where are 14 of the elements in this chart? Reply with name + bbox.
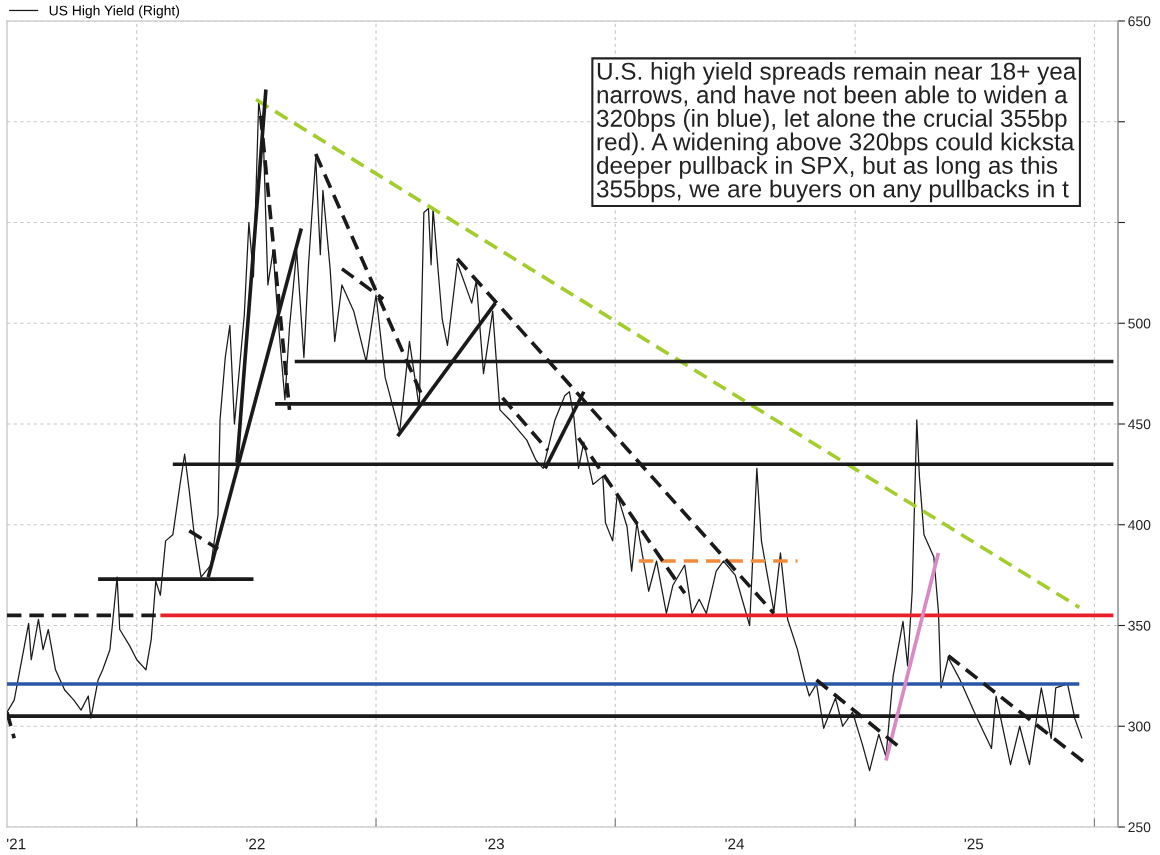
x-tick-label: '25 <box>964 838 984 850</box>
y-tick-label: 400 <box>1128 520 1151 530</box>
x-tick-label: '23 <box>485 838 504 850</box>
y-tick-label: 500 <box>1128 318 1151 329</box>
x-tick-label: '24 <box>725 838 745 850</box>
y-tick-label: 350 <box>1128 620 1151 631</box>
annotation: U.S. high yield spreads remain near 18+ yea narrows, and have not been able to widen a 320bps (in blue), let alone the crucial 355bp red). A widening above 320bps could kicksta deeper pullback in SPX, but as long as this 355bps, we are buyers on any pullbacks in t <box>596 62 1077 203</box>
y-tick-label: 450 <box>1128 419 1151 430</box>
legend-label: US High Yield (Right) <box>49 5 180 19</box>
y-tick-label: 300 <box>1128 721 1151 732</box>
x-tick-label: '22 <box>246 838 265 850</box>
y-tick-label: 650 <box>1128 16 1151 27</box>
x-tick-label: '21 <box>7 838 26 850</box>
y-tick-label: 250 <box>1128 822 1151 833</box>
